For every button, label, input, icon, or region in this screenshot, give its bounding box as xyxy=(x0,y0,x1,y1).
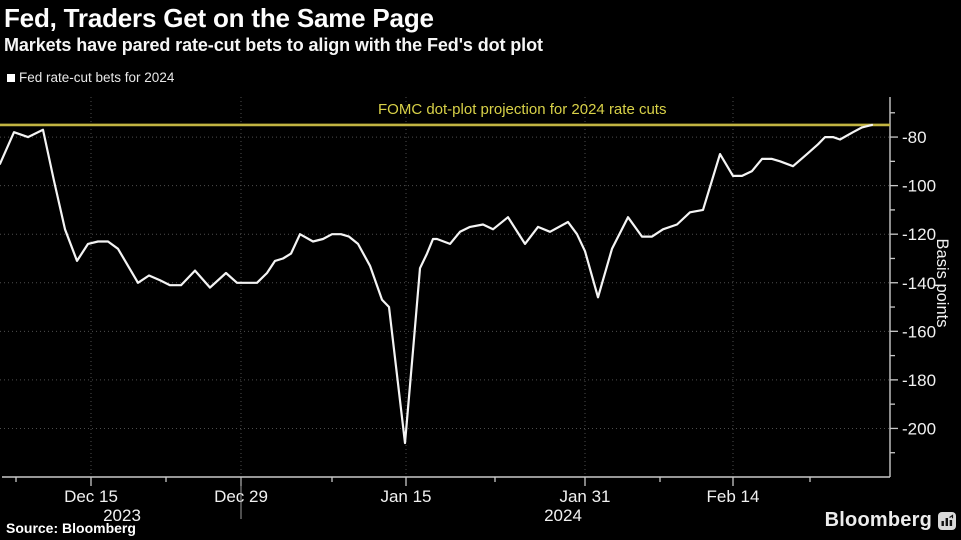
page-title: Fed, Traders Get on the Same Page xyxy=(4,3,434,33)
y-axis-title: Basis points xyxy=(933,239,951,328)
x-tick-label: Jan 31 xyxy=(559,487,610,506)
bloomberg-terminal-icon xyxy=(938,511,956,530)
legend: Fed rate-cut bets for 2024 xyxy=(7,70,174,85)
legend-swatch-icon xyxy=(7,73,15,82)
fomc-reference-label: FOMC dot-plot projection for 2024 rate c… xyxy=(378,101,666,118)
bloomberg-logo: Bloomberg xyxy=(825,509,956,532)
source-label: Source: Bloomberg xyxy=(6,520,136,536)
x-tick-label: Jan 15 xyxy=(380,487,431,506)
y-tick-label: -120 xyxy=(902,225,936,244)
x-tick-label: Feb 14 xyxy=(707,487,760,506)
y-tick-label: -80 xyxy=(902,128,927,147)
y-tick-label: -180 xyxy=(902,371,936,390)
x-year-label: 2023 xyxy=(103,506,141,525)
page-subtitle: Markets have pared rate-cut bets to alig… xyxy=(4,35,543,55)
legend-label: Fed rate-cut bets for 2024 xyxy=(19,70,175,85)
fed-rate-cut-bets-series-line xyxy=(0,123,874,445)
x-year-label: 2024 xyxy=(544,506,582,525)
y-tick-label: -160 xyxy=(902,322,936,341)
x-tick-label: Dec 15 xyxy=(64,487,118,506)
y-tick-label: -100 xyxy=(902,177,936,196)
y-tick-label: -140 xyxy=(902,274,936,293)
bloomberg-logo-text: Bloomberg xyxy=(824,509,932,531)
y-tick-label: -200 xyxy=(902,419,936,438)
